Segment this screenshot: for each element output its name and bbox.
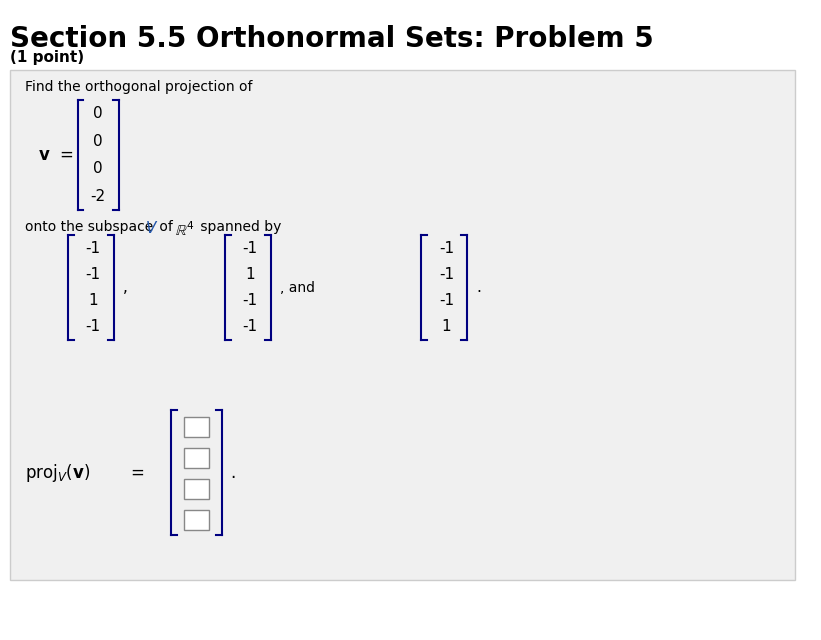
- Text: -2: -2: [90, 189, 106, 204]
- Text: -1: -1: [439, 241, 454, 255]
- Text: Find the orthogonal projection of: Find the orthogonal projection of: [25, 80, 252, 94]
- FancyBboxPatch shape: [184, 510, 209, 531]
- Text: Section 5.5 Orthonormal Sets: Problem 5: Section 5.5 Orthonormal Sets: Problem 5: [10, 25, 654, 53]
- Text: -1: -1: [85, 241, 101, 255]
- Text: -1: -1: [85, 267, 101, 282]
- Text: .: .: [476, 280, 481, 295]
- Text: =: =: [131, 463, 144, 481]
- Text: of: of: [155, 220, 177, 234]
- Text: -1: -1: [439, 267, 454, 282]
- Text: 0: 0: [94, 106, 103, 121]
- Text: $\mathrm{proj}_V(\mathbf{v})$: $\mathrm{proj}_V(\mathbf{v})$: [25, 461, 89, 483]
- Text: -1: -1: [439, 293, 454, 308]
- Text: -1: -1: [243, 293, 258, 308]
- Text: 0: 0: [94, 161, 103, 176]
- Text: .: .: [231, 463, 236, 481]
- Text: -1: -1: [243, 319, 258, 334]
- Text: (1 point): (1 point): [10, 50, 84, 65]
- Text: , and: , and: [280, 280, 314, 294]
- FancyBboxPatch shape: [184, 479, 209, 499]
- Text: $\mathbf{v}$: $\mathbf{v}$: [39, 146, 51, 164]
- Text: 1: 1: [89, 293, 98, 308]
- Text: 0: 0: [94, 134, 103, 148]
- FancyBboxPatch shape: [184, 448, 209, 468]
- Text: 1: 1: [245, 267, 255, 282]
- Text: -1: -1: [243, 241, 258, 255]
- Text: -1: -1: [85, 319, 101, 334]
- Text: spanned by: spanned by: [196, 220, 282, 234]
- Text: $V$: $V$: [145, 220, 158, 236]
- FancyBboxPatch shape: [10, 70, 795, 580]
- Text: ,: ,: [122, 280, 127, 295]
- FancyBboxPatch shape: [184, 417, 209, 436]
- Text: $\mathbb{R}^4$: $\mathbb{R}^4$: [175, 220, 194, 239]
- Text: =: =: [59, 146, 73, 164]
- Text: onto the subspace: onto the subspace: [25, 220, 157, 234]
- Text: 1: 1: [442, 319, 452, 334]
